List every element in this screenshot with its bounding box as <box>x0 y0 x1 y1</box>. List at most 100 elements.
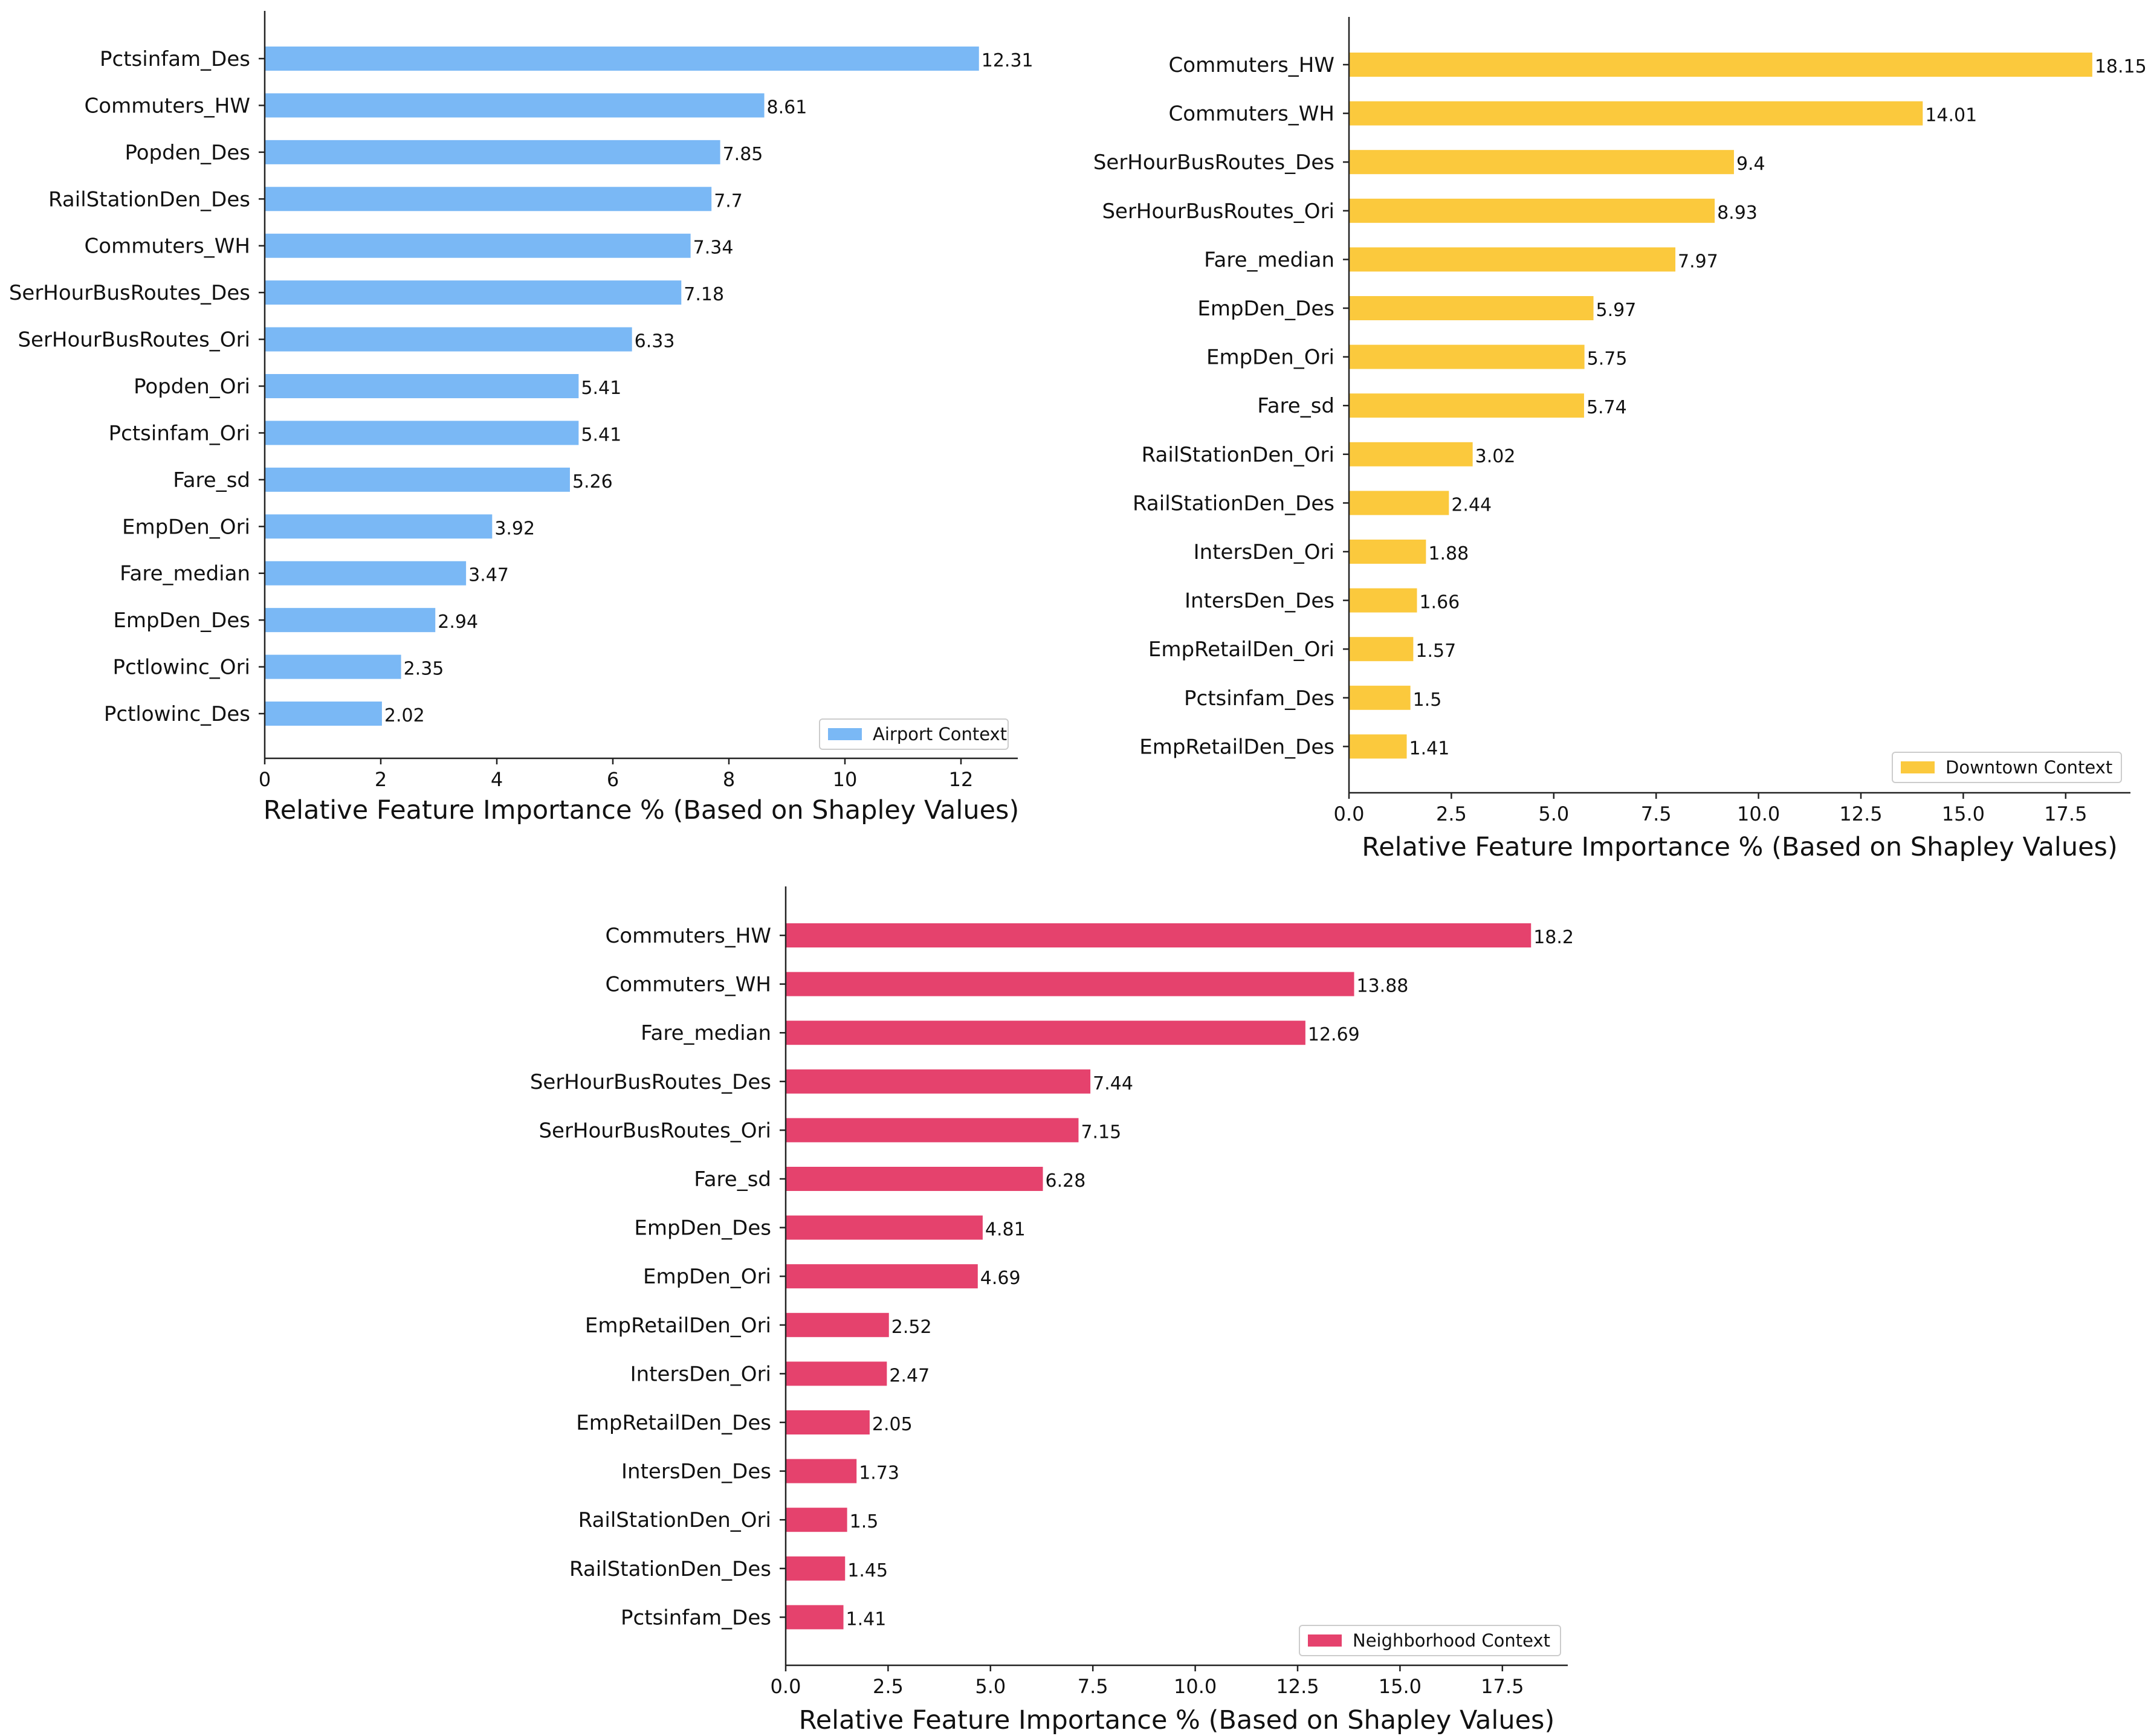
airport-value-label-pctlowinc-ori: 2.35 <box>404 659 444 680</box>
airport-category-label-empden-ori: EmpDen_Ori <box>122 515 250 539</box>
airport-category-label-serhourbusroutes-des: SerHourBusRoutes_Des <box>9 281 250 305</box>
neighborhood-value-label-commuters-hw: 18.2 <box>1533 927 1574 948</box>
airport-bar-commuters-wh <box>265 233 691 258</box>
downtown-category-label-empretailden-des: EmpRetailDen_Des <box>1139 735 1334 759</box>
airport-value-label-pctsinfam-des: 12.31 <box>982 50 1033 71</box>
neighborhood-value-label-empretailden-ori: 2.52 <box>891 1317 932 1338</box>
airport-bar-fare-sd <box>265 467 570 492</box>
airport-bar-empden-ori <box>265 514 493 539</box>
downtown-category-label-intersden-ori: IntersDen_Ori <box>1194 540 1334 564</box>
neighborhood-category-label-pctsinfam-des: Pctsinfam_Des <box>621 1605 771 1630</box>
neighborhood-bar-commuters-wh <box>786 972 1354 996</box>
neighborhood-value-label-serhourbusroutes-des: 7.44 <box>1093 1073 1133 1094</box>
neighborhood-x-tick-label-3: 7.5 <box>1078 1675 1108 1698</box>
downtown-category-labels: Commuters_HW Commuters_WH SerHourBusRoutes… <box>1093 53 1334 759</box>
downtown-value-label-empretailden-des: 1.41 <box>1409 738 1450 759</box>
neighborhood-value-label-empden-ori: 4.69 <box>980 1268 1021 1289</box>
neighborhood-bar-intersden-ori <box>786 1361 887 1386</box>
neighborhood-category-label-intersden-des: IntersDen_Des <box>621 1460 771 1484</box>
airport-x-axis-label: Relative Feature Importance % (Based on … <box>264 795 1020 825</box>
airport-bar-pctsinfam-des <box>265 47 979 71</box>
airport-value-label-fare-median: 3.47 <box>468 565 509 586</box>
airport-bar-serhourbusroutes-ori <box>265 327 632 352</box>
airport-value-label-empden-des: 2.94 <box>438 611 478 633</box>
neighborhood-bar-railstationden-ori <box>786 1508 847 1532</box>
downtown-value-label-intersden-ori: 1.88 <box>1428 543 1469 564</box>
neighborhood-x-tick-label-2: 5.0 <box>975 1675 1006 1698</box>
airport-bar-railstationden-des <box>265 187 712 211</box>
airport-bar-commuters-hw <box>265 93 765 118</box>
downtown-bar-commuters-wh <box>1349 101 1923 126</box>
neighborhood-x-tick-label-7: 17.5 <box>1481 1675 1524 1698</box>
airport-bar-popden-ori <box>265 374 579 399</box>
downtown-category-label-commuters-wh: Commuters_WH <box>1169 102 1334 126</box>
downtown-x-axis-label: Relative Feature Importance % (Based on … <box>1362 832 2118 862</box>
downtown-x-tick-label-7: 17.5 <box>2044 802 2087 825</box>
airport-chart: 0 2 4 6 8 10 12 Pctsinfam_Des Commuters_HW Popde… <box>9 11 1033 825</box>
airport-value-label-serhourbusroutes-ori: 6.33 <box>635 331 675 352</box>
neighborhood-bar-empretailden-des <box>786 1410 870 1434</box>
downtown-category-label-serhourbusroutes-des: SerHourBusRoutes_Des <box>1093 150 1334 175</box>
airport-value-label-fare-sd: 5.26 <box>572 471 613 492</box>
airport-category-label-pctlowinc-ori: Pctlowinc_Ori <box>113 656 250 680</box>
airport-x-tick-label-4: 8 <box>723 768 735 791</box>
airport-legend-swatch <box>828 728 862 740</box>
downtown-bar-pctsinfam-des <box>1349 685 1411 710</box>
neighborhood-x-tick-label-1: 2.5 <box>873 1675 904 1698</box>
downtown-x-tick-label-6: 15.0 <box>1942 802 1985 825</box>
downtown-category-label-pctsinfam-des: Pctsinfam_Des <box>1184 686 1334 711</box>
neighborhood-x-axis-label: Relative Feature Importance % (Based on … <box>799 1705 1555 1735</box>
neighborhood-x-tick-label-6: 15.0 <box>1379 1675 1422 1698</box>
neighborhood-bar-pctsinfam-des <box>786 1605 844 1630</box>
downtown-category-label-railstationden-ori: RailStationDen_Ori <box>1142 443 1334 467</box>
neighborhood-category-label-empretailden-ori: EmpRetailDen_Ori <box>585 1314 771 1338</box>
downtown-bar-serhourbusroutes-des <box>1349 150 1734 175</box>
neighborhood-value-label-pctsinfam-des: 1.41 <box>846 1609 887 1630</box>
downtown-x-tick-label-3: 7.5 <box>1641 802 1672 825</box>
neighborhood-value-label-fare-median: 12.69 <box>1308 1024 1360 1045</box>
airport-bar-pctlowinc-des <box>265 702 382 726</box>
neighborhood-category-label-fare-sd: Fare_sd <box>694 1167 771 1192</box>
downtown-category-label-intersden-des: IntersDen_Des <box>1185 589 1334 613</box>
downtown-value-label-railstationden-des: 2.44 <box>1451 494 1492 515</box>
neighborhood-x-ticks: 0.0 2.5 5.0 7.5 10.0 12.5 15.0 17.5 <box>771 1665 1524 1698</box>
downtown-x-tick-label-5: 12.5 <box>1839 802 1882 825</box>
neighborhood-value-label-fare-sd: 6.28 <box>1046 1170 1086 1192</box>
downtown-value-label-fare-median: 7.97 <box>1678 251 1718 272</box>
neighborhood-value-label-empretailden-des: 2.05 <box>872 1414 913 1435</box>
downtown-bar-fare-sd <box>1349 393 1584 418</box>
airport-category-label-commuters-hw: Commuters_HW <box>85 94 250 118</box>
neighborhood-category-label-commuters-hw: Commuters_HW <box>606 924 771 948</box>
neighborhood-bar-intersden-des <box>786 1459 857 1483</box>
downtown-value-label-commuters-wh: 14.01 <box>1925 105 1977 126</box>
neighborhood-bar-railstationden-des <box>786 1556 846 1581</box>
neighborhood-bar-empden-ori <box>786 1264 978 1289</box>
airport-value-label-serhourbusroutes-des: 7.18 <box>684 284 724 305</box>
downtown-value-label-railstationden-ori: 3.02 <box>1475 446 1516 467</box>
neighborhood-category-label-empden-des: EmpDen_Des <box>634 1216 771 1241</box>
neighborhood-bar-commuters-hw <box>786 923 1532 947</box>
downtown-value-label-commuters-hw: 18.15 <box>2095 56 2147 77</box>
airport-category-label-popden-des: Popden_Des <box>125 141 250 165</box>
downtown-x-tick-label-1: 2.5 <box>1436 802 1467 825</box>
downtown-bar-railstationden-ori <box>1349 442 1473 466</box>
downtown-bar-commuters-hw <box>1349 53 2092 77</box>
airport-category-label-railstationden-des: RailStationDen_Des <box>48 187 250 211</box>
airport-x-tick-label-5: 10 <box>833 768 858 791</box>
neighborhood-legend: Neighborhood Context <box>1299 1625 1561 1656</box>
downtown-category-label-serhourbusroutes-ori: SerHourBusRoutes_Ori <box>1102 199 1334 224</box>
neighborhood-value-labels: 18.2 13.88 12.69 7.44 7.15 6.28 4.81 4.69 2.52 2.… <box>846 927 1574 1630</box>
airport-value-label-railstationden-des: 7.7 <box>714 190 743 211</box>
downtown-value-label-serhourbusroutes-ori: 8.93 <box>1717 202 1758 224</box>
downtown-bar-serhourbusroutes-ori <box>1349 198 1715 223</box>
neighborhood-value-label-intersden-des: 1.73 <box>859 1463 899 1484</box>
airport-legend: Airport Context <box>819 718 1009 750</box>
downtown-legend-frame <box>1892 752 2122 783</box>
airport-bar-empden-des <box>265 608 436 633</box>
neighborhood-category-label-empretailden-des: EmpRetailDen_Des <box>576 1411 771 1435</box>
downtown-bar-empretailden-des <box>1349 734 1407 759</box>
downtown-category-label-fare-median: Fare_median <box>1204 248 1334 272</box>
downtown-bar-intersden-ori <box>1349 540 1426 564</box>
neighborhood-category-label-intersden-ori: IntersDen_Ori <box>630 1362 771 1386</box>
